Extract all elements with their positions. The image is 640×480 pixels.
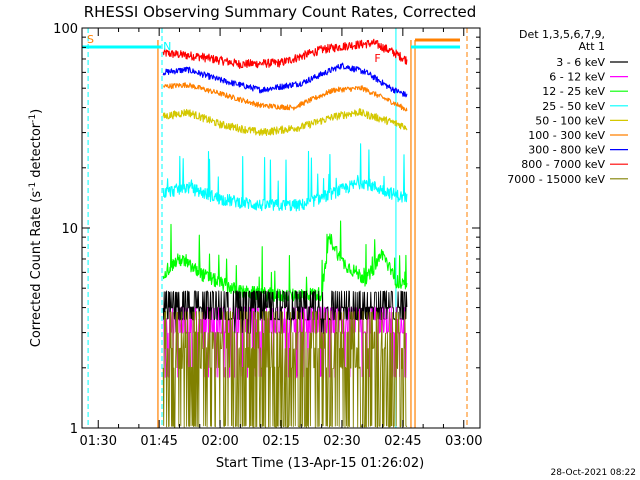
marker-n: N [163, 40, 171, 53]
legend-label: 7000 - 15000 keV [507, 173, 605, 186]
legend-label: 25 - 50 keV [542, 100, 605, 113]
x-tick-label: 01:45 [140, 434, 177, 449]
marker-f: F [374, 52, 380, 65]
legend-label: 3 - 6 keV [556, 56, 605, 69]
y-axis: 1 10 100 [53, 22, 480, 437]
y-tick-label: 10 [61, 222, 78, 237]
legend-label: 12 - 25 keV [542, 85, 605, 98]
interval-markers: S N F [87, 33, 381, 65]
series-12-25kev-line [162, 220, 408, 303]
y-tick-label: 1 [70, 422, 78, 437]
series-3-6kev-line [162, 290, 408, 334]
legend-label: 300 - 800 keV [528, 144, 605, 157]
series-100-300kev-line [163, 82, 408, 112]
legend-label: 800 - 7000 keV [521, 158, 605, 171]
series-25-50kev-line [162, 143, 408, 212]
x-tick-label: 02:45 [384, 434, 421, 449]
series-300-800kev-line [162, 62, 408, 98]
legend-label: 50 - 100 keV [535, 114, 605, 127]
x-tick-label: 02:15 [262, 434, 299, 449]
legend-label: 6 - 12 keV [549, 71, 605, 84]
x-tick-label: 01:30 [80, 434, 117, 449]
series-layer [162, 38, 408, 428]
y-tick-label: 100 [53, 22, 78, 37]
footer-timestamp: 28-Oct-2021 08:22 [551, 468, 636, 478]
x-tick-label: 02:00 [201, 434, 238, 449]
x-axis: 01:30 01:45 02:00 02:15 02:30 02:45 03:00 [80, 28, 482, 449]
marker-s: S [87, 33, 94, 46]
legend: Det 1,3,5,6,7,9,Att 1 3 - 6 keV 6 - 12 keV… [507, 28, 628, 186]
chart-title: RHESSI Observing Summary Count Rates, Co… [84, 3, 477, 21]
legend-header-line: Det 1,3,5,6,7,9, [519, 28, 605, 41]
x-tick-label: 02:30 [323, 434, 360, 449]
series-50-100kev-line [162, 108, 408, 137]
series-7000-15000kev-line [162, 310, 408, 428]
series-800-7000kev-line [162, 38, 408, 69]
legend-label: 100 - 300 keV [528, 129, 605, 142]
y-axis-label: Corrected Count Rate (s-1 detector-1) [28, 109, 44, 347]
x-tick-label: 03:00 [445, 434, 482, 449]
x-axis-label: Start Time (13-Apr-15 01:26:02) [216, 456, 424, 471]
legend-header-line: Att 1 [579, 40, 605, 53]
